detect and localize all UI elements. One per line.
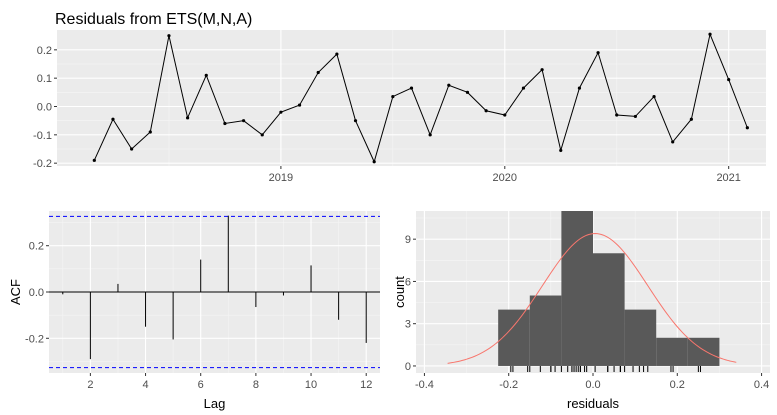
data-point — [279, 110, 283, 114]
time-plot-panel — [57, 30, 766, 166]
histogram-bar — [498, 309, 530, 366]
y-tick-label: -0.2 — [33, 158, 52, 170]
residuals-time-plot: -0.2 -0.1 0.0 0.1 0.2 2019 2020 2021 — [33, 30, 766, 184]
data-point — [372, 160, 376, 164]
y-axis-label: ACF — [8, 279, 23, 305]
y-tick-label: 3 — [405, 319, 411, 331]
x-tick-label: -0.4 — [415, 379, 434, 391]
data-point — [652, 94, 656, 99]
y-tick-label: 0.2 — [37, 45, 52, 57]
x-tick-label: 2 — [87, 379, 93, 391]
residual-series-line — [93, 32, 748, 164]
data-point — [167, 34, 171, 38]
data-point — [447, 83, 451, 87]
x-axis-label: residuals — [567, 396, 620, 411]
data-point — [297, 103, 302, 107]
data-point — [503, 113, 507, 117]
data-point — [92, 158, 96, 162]
y-tick-label: -0.2 — [25, 333, 44, 345]
x-tick-label: 2019 — [269, 172, 293, 184]
chart-title: Residuals from ETS(M,N,A) — [55, 11, 252, 28]
y-tick-label: 0.0 — [37, 102, 52, 114]
y-tick-label: -0.1 — [33, 130, 52, 142]
data-point — [111, 117, 115, 121]
data-point — [521, 86, 526, 90]
acf-plot: -0.2 0.0 0.2 2 4 6 8 10 12 Lag ACF — [8, 211, 380, 411]
data-point — [241, 119, 246, 123]
data-point — [148, 130, 152, 134]
data-point — [577, 86, 582, 90]
x-tick-label: 2020 — [493, 172, 517, 184]
x-tick-label: 0.2 — [670, 379, 685, 391]
y-axis-label: count — [392, 276, 407, 308]
data-point — [186, 116, 190, 120]
histogram-bar — [529, 295, 562, 366]
y-tick-label: 9 — [405, 234, 411, 246]
x-tick-label: -0.2 — [499, 379, 518, 391]
residuals-histogram: 0 3 6 9 -0.4 -0.2 0.0 0.2 0.4 residuals count — [392, 211, 770, 411]
data-point — [409, 86, 414, 90]
data-point — [428, 133, 432, 137]
histogram-bar — [624, 309, 657, 366]
data-point — [465, 90, 470, 94]
y-tick-label: 0.0 — [29, 287, 44, 299]
data-point — [335, 52, 339, 56]
histogram-bar — [656, 337, 688, 366]
x-tick-label: 0.0 — [585, 379, 600, 391]
data-point — [708, 32, 712, 36]
data-point — [223, 121, 227, 126]
y-tick-label: 0 — [405, 361, 411, 373]
histogram-bar — [561, 211, 593, 366]
x-axis-label: Lag — [204, 396, 226, 411]
data-point — [727, 77, 731, 82]
data-point — [615, 113, 619, 117]
data-point — [671, 140, 675, 144]
data-point — [596, 51, 600, 55]
data-point — [559, 148, 563, 153]
x-tick-label: 6 — [198, 379, 204, 391]
data-point — [130, 147, 134, 151]
x-tick-label: 2021 — [716, 172, 740, 184]
data-point — [484, 109, 488, 113]
y-tick-label: 6 — [405, 276, 411, 288]
x-tick-label: 10 — [305, 379, 317, 391]
data-point — [260, 133, 264, 137]
data-point — [353, 119, 358, 123]
y-tick-label: 0.2 — [29, 241, 44, 253]
data-point — [316, 70, 320, 75]
histogram-bar — [593, 253, 625, 366]
data-point — [204, 73, 208, 77]
data-point — [689, 117, 693, 121]
x-tick-label: 4 — [142, 379, 148, 391]
data-point — [745, 126, 749, 130]
data-point — [540, 68, 544, 72]
normal-density-curve — [447, 233, 737, 364]
data-point — [391, 94, 395, 99]
x-tick-label: 12 — [360, 379, 372, 391]
y-tick-label: 0.1 — [37, 73, 52, 85]
data-point — [633, 114, 637, 119]
x-tick-label: 8 — [253, 379, 259, 391]
x-tick-label: 0.4 — [754, 379, 769, 391]
